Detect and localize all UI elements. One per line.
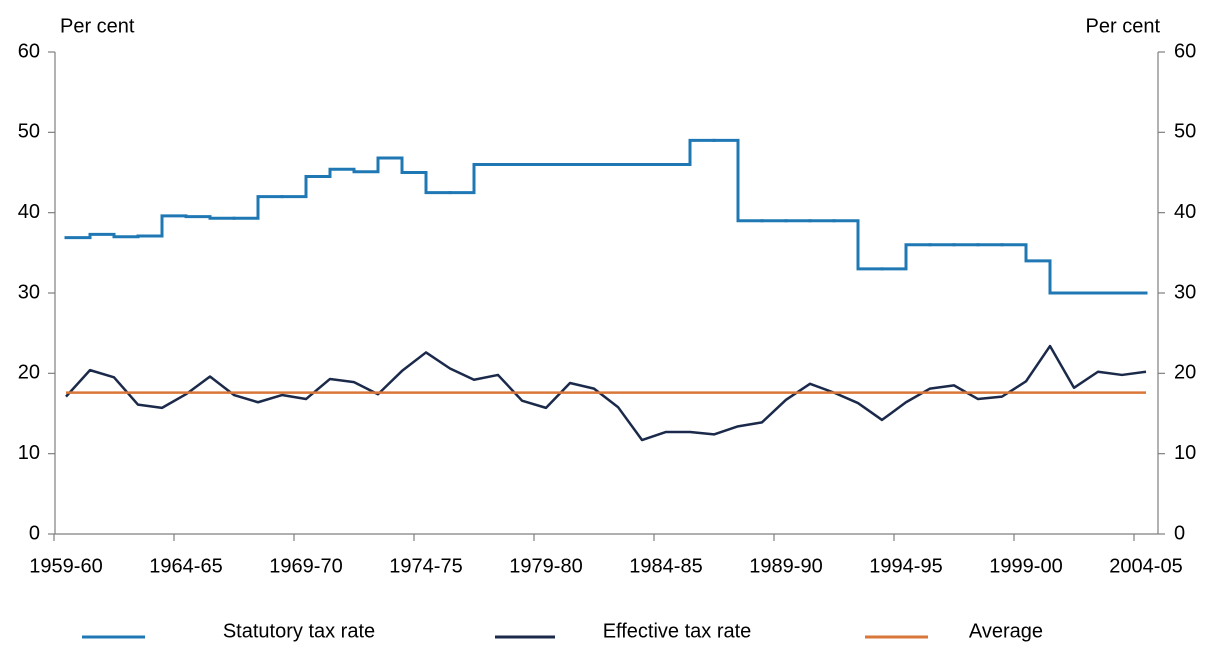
y-tick-label: 50: [18, 121, 40, 143]
y-tick-label: 10: [18, 442, 40, 464]
y2-tick-label: 10: [1174, 442, 1196, 464]
y2-tick-label: 60: [1174, 40, 1196, 62]
x-tick-label: 1959-60: [29, 555, 102, 577]
y2-tick-label: 30: [1174, 281, 1196, 303]
legend-label: Statutory tax rate: [223, 620, 375, 642]
x-tick-label: 1994-95: [869, 555, 942, 577]
y-tick-label: 60: [18, 40, 40, 62]
y-tick-label: 30: [18, 281, 40, 303]
x-tick-label: 1964-65: [149, 555, 222, 577]
y2-axis-label: Per cent: [1086, 15, 1161, 37]
y-tick-label: 0: [29, 522, 40, 544]
y2-tick-label: 0: [1174, 522, 1185, 544]
x-tick-label: 2004-05: [1109, 555, 1182, 577]
x-tick-label: 1969-70: [269, 555, 342, 577]
legend-label: Average: [969, 620, 1043, 642]
x-tick-label: 1984-85: [629, 555, 702, 577]
y-axis-label: Per cent: [60, 15, 135, 37]
x-tick-label: 1979-80: [509, 555, 582, 577]
y2-tick-label: 50: [1174, 121, 1196, 143]
x-tick-label: 1989-90: [749, 555, 822, 577]
x-tick-label: 1999-00: [989, 555, 1062, 577]
y-tick-label: 20: [18, 362, 40, 384]
y2-tick-label: 40: [1174, 201, 1196, 223]
y-tick-label: 40: [18, 201, 40, 223]
legend-label: Effective tax rate: [603, 620, 752, 642]
y2-tick-label: 20: [1174, 362, 1196, 384]
x-tick-label: 1974-75: [389, 555, 462, 577]
